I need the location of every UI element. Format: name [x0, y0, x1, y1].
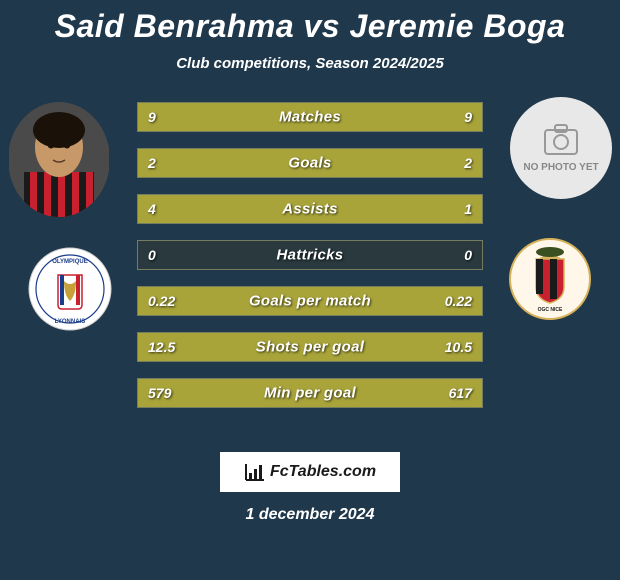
footer-date: 1 december 2024 — [0, 506, 620, 524]
stat-row: Hattricks0 0 — [137, 240, 483, 270]
club-left-badge: OLYMPIQUE LYONNAIS — [28, 247, 112, 331]
footer-logo-text: FcTables.com — [270, 463, 376, 481]
no-photo-label: NO PHOTO YET — [523, 162, 598, 174]
chart-icon — [244, 462, 266, 482]
stat-value-right: 2 — [464, 155, 472, 171]
comparison-area: NO PHOTO YET OLYMPIQUE LYONNAIS OGC NICE… — [0, 102, 620, 442]
stat-value-left: 9 — [148, 109, 156, 125]
stat-value-left: 4 — [148, 201, 156, 217]
stat-label: Assists — [138, 201, 482, 218]
page-subtitle: Club competitions, Season 2024/2025 — [0, 55, 620, 72]
page-title: Said Benrahma vs Jeremie Boga — [0, 0, 620, 45]
player-right-photo: NO PHOTO YET — [510, 97, 612, 199]
stat-row: Matches9 9 — [137, 102, 483, 132]
stat-value-right: 617 — [449, 385, 472, 401]
stat-value-left: 579 — [148, 385, 171, 401]
no-photo-icon — [541, 122, 581, 158]
stat-value-left: 12.5 — [148, 339, 175, 355]
stat-label: Matches — [138, 109, 482, 126]
stat-bars: Matches9 9 Goals2 2 Assists4 1 Hattricks0 0 Goal… — [137, 102, 483, 424]
stat-row: Min per goal579 617 — [137, 378, 483, 408]
stat-label: Goals per match — [138, 293, 482, 310]
svg-text:LYONNAIS: LYONNAIS — [55, 319, 85, 325]
stat-row: Goals per match0.22 0.22 — [137, 286, 483, 316]
stat-value-left: 0 — [148, 247, 156, 263]
stat-label: Shots per goal — [138, 339, 482, 356]
stat-label: Hattricks — [138, 247, 482, 264]
stat-row: Goals2 2 — [137, 148, 483, 178]
stat-label: Goals — [138, 155, 482, 172]
stat-row: Assists4 1 — [137, 194, 483, 224]
stat-label: Min per goal — [138, 385, 482, 402]
stat-value-right: 9 — [464, 109, 472, 125]
stat-value-left: 2 — [148, 155, 156, 171]
stat-value-right: 0 — [464, 247, 472, 263]
svg-text:OLYMPIQUE: OLYMPIQUE — [52, 259, 87, 265]
svg-text:OGC NICE: OGC NICE — [538, 307, 563, 313]
player-left-photo — [8, 102, 110, 217]
stat-value-right: 10.5 — [445, 339, 472, 355]
footer-logo: FcTables.com — [220, 452, 400, 492]
stat-row: Shots per goal12.5 10.5 — [137, 332, 483, 362]
club-right-badge: OGC NICE — [508, 237, 592, 321]
stat-value-right: 1 — [464, 201, 472, 217]
stat-value-left: 0.22 — [148, 293, 175, 309]
stat-value-right: 0.22 — [445, 293, 472, 309]
